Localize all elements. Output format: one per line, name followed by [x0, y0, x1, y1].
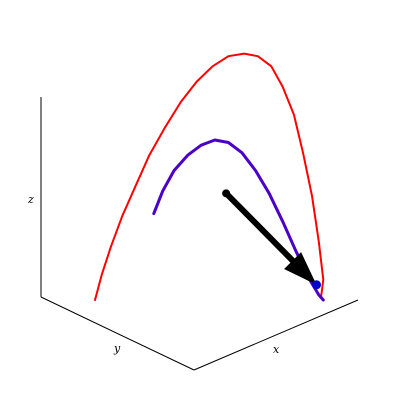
vector-arrowhead	[284, 252, 317, 285]
x-axis-label: x	[273, 343, 280, 356]
x-axis-line	[193, 299, 359, 371]
inner-curve-line	[152, 138, 325, 302]
vector-shaft	[223, 190, 296, 264]
axes-group	[40, 97, 359, 371]
vector-tail-dot	[222, 189, 231, 198]
y-axis-label: y	[113, 342, 121, 355]
y-axis-line	[40, 296, 195, 371]
vector-layer	[222, 189, 322, 290]
z-axis-label: z	[27, 193, 34, 206]
point-marker	[312, 280, 322, 290]
outer-curve-line	[94, 52, 325, 301]
series-layer	[94, 52, 325, 302]
